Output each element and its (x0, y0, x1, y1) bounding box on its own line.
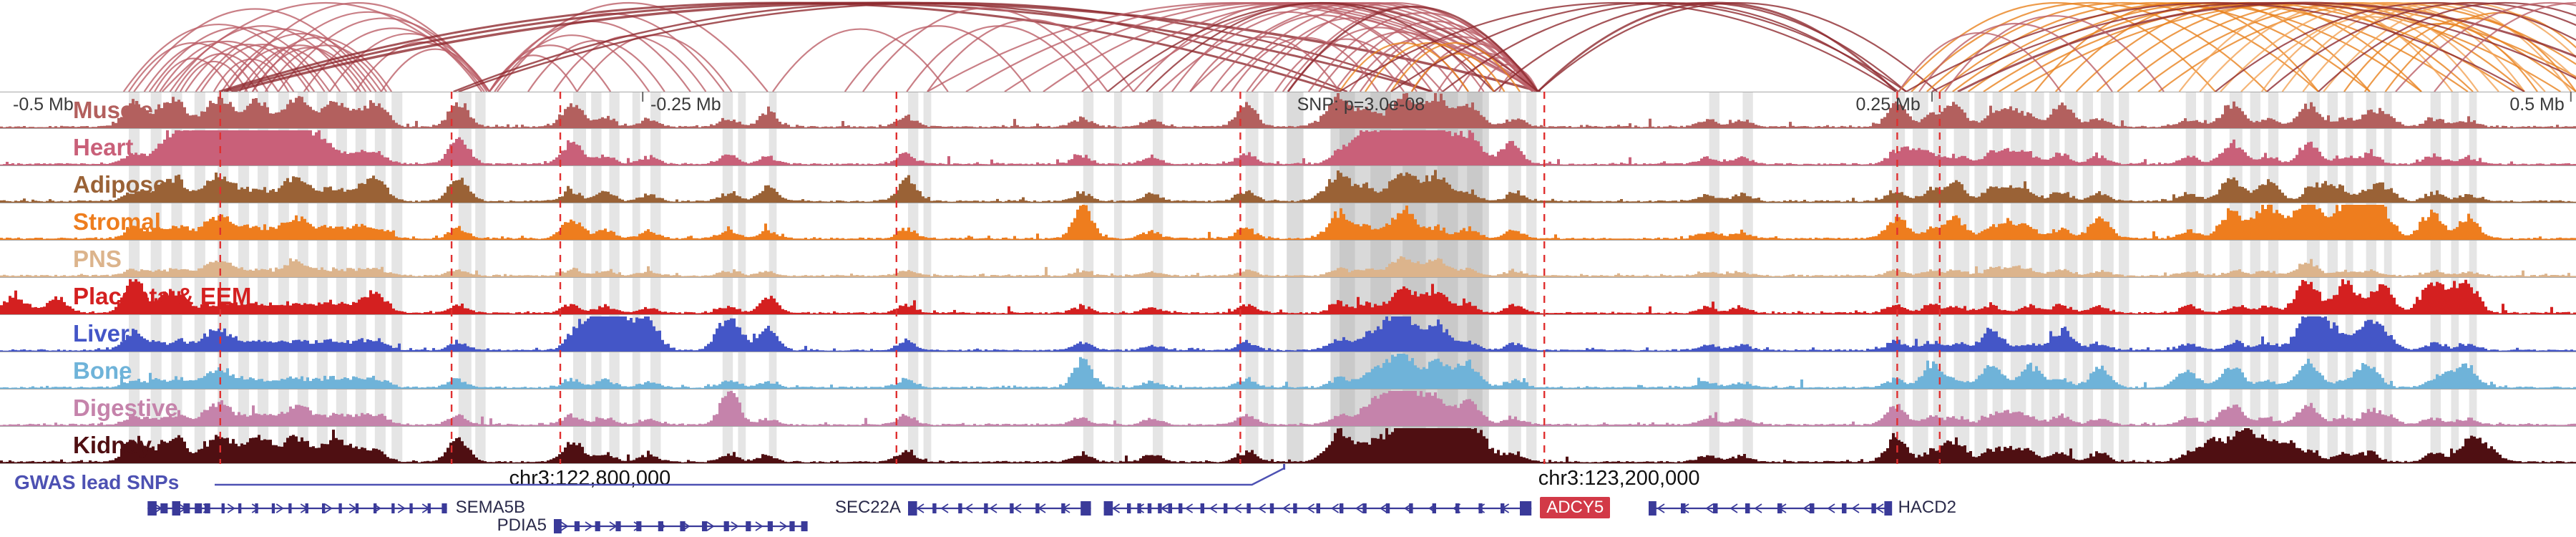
interaction-arc (1918, 23, 2113, 92)
interaction-arc (185, 44, 310, 92)
gene-label-sec22a: SEC22A (834, 498, 901, 517)
interaction-arc (1146, 2, 1495, 92)
track-label-kidney: Kidney (73, 432, 152, 458)
interaction-arc (1158, 1, 1536, 92)
track-label-heart: Heart (73, 134, 134, 160)
gwas-snp-connector (215, 467, 1285, 486)
track-label-stromal: Stromal (73, 208, 161, 235)
interaction-arc (1339, 42, 1469, 92)
interaction-arc (1537, 2, 1938, 92)
interaction-arc (772, 28, 949, 92)
interaction-arc (1133, 2, 1443, 92)
interaction-arc (133, 8, 377, 92)
interaction-arc (2434, 1, 2576, 92)
axis-label: 0.5 Mb (2509, 95, 2565, 115)
track-label-liver: Liver (73, 320, 130, 347)
track-label-bone: Bone (73, 357, 132, 384)
interaction-arc (1339, 1, 1897, 92)
gene-sema5b (147, 501, 447, 516)
interaction-arc (180, 61, 248, 92)
gene-pdia5 (554, 519, 808, 533)
track-label-adipose: Adipose (73, 171, 167, 198)
gene-label-hacd2: HACD2 (1898, 498, 1956, 517)
snp-pvalue-label: SNP: p=3.0e-08 (1297, 95, 1425, 115)
interaction-arc (2266, 2, 2576, 92)
interaction-arc (169, 25, 356, 92)
gene-label-pdia5: PDIA5 (497, 516, 547, 535)
interaction-arc (1944, 15, 2165, 92)
axis-label: -0.5 Mb (13, 95, 74, 115)
track-label-placenta-eem: Placenta & EEM (73, 283, 252, 309)
signal-track-stromal (0, 205, 2576, 240)
interaction-arc (1898, 2, 2216, 92)
interaction-arc (1246, 17, 1459, 92)
signal-track-pns (0, 256, 2576, 277)
interaction-arc (527, 39, 665, 92)
interaction-arc (2395, 2, 2576, 92)
coordinate-label: chr3:122,800,000 (509, 467, 671, 490)
axis-label: -0.25 Mb (650, 95, 721, 115)
interaction-arc (1390, 42, 1521, 92)
interaction-arc (1957, 1, 2576, 92)
interaction-arc (844, 25, 1031, 92)
track-label-pns: PNS (73, 246, 122, 272)
gene-hacd2 (1649, 501, 1893, 516)
interaction-arc (2215, 1, 2576, 92)
gene-label-adcy5: ADCY5 (1540, 497, 1611, 518)
interaction-arc (154, 57, 233, 92)
interaction-arc (1220, 2, 1536, 92)
interaction-arc (220, 33, 382, 92)
interaction-arc (862, 7, 1108, 92)
interaction-arc (128, 42, 258, 92)
signal-track-kidney (0, 428, 2576, 463)
interaction-arc (161, 2, 490, 92)
interaction-arc (244, 37, 393, 92)
interaction-arcs-layer (122, 1, 2576, 92)
interaction-arc (1457, 57, 1539, 92)
interaction-arc (159, 40, 295, 92)
interaction-arc (494, 34, 650, 92)
interaction-arc (1189, 36, 1340, 92)
signal-track-placenta-eem (0, 279, 2576, 314)
signal-track-digestive (0, 391, 2576, 426)
interaction-arc (1410, 53, 1506, 92)
signal-track-liver (0, 316, 2576, 352)
gene-label-sema5b: SEMA5B (455, 498, 525, 517)
signal-track-bone (0, 354, 2576, 389)
coordinate-label: chr3:123,200,000 (1538, 467, 1700, 490)
interaction-arc (303, 27, 483, 92)
interaction-arc (1939, 2, 2371, 92)
interaction-arc (380, 48, 490, 92)
interaction-arc (1442, 1, 1899, 92)
interaction-arc (122, 23, 316, 92)
gene-track-layer (147, 464, 1893, 533)
signal-track-heart (0, 130, 2576, 165)
signal-track-adipose (0, 170, 2576, 203)
track-label-digestive: Digestive (73, 395, 178, 421)
interaction-arc (2318, 1, 2576, 92)
interaction-arc (2199, 1, 2499, 92)
signal-tracks-layer (0, 92, 2576, 464)
interaction-arc (2260, 16, 2479, 92)
interaction-arc (1906, 2, 2525, 92)
interaction-arc (489, 1, 769, 92)
track-label-muscle: Muscle (73, 97, 153, 123)
gene-adcy5 (1103, 501, 1532, 516)
interaction-arc (1318, 32, 1485, 92)
signal-track-muscle (0, 93, 2576, 128)
interaction-arc (1931, 1, 2576, 92)
interaction-arc (1537, 1, 1897, 92)
interaction-arc (1274, 38, 1418, 92)
gene-sec22a (908, 501, 1091, 516)
axis-label: 0.25 Mb (1855, 95, 1921, 115)
gwas-lead-snps-label: GWAS lead SNPs (14, 471, 180, 493)
